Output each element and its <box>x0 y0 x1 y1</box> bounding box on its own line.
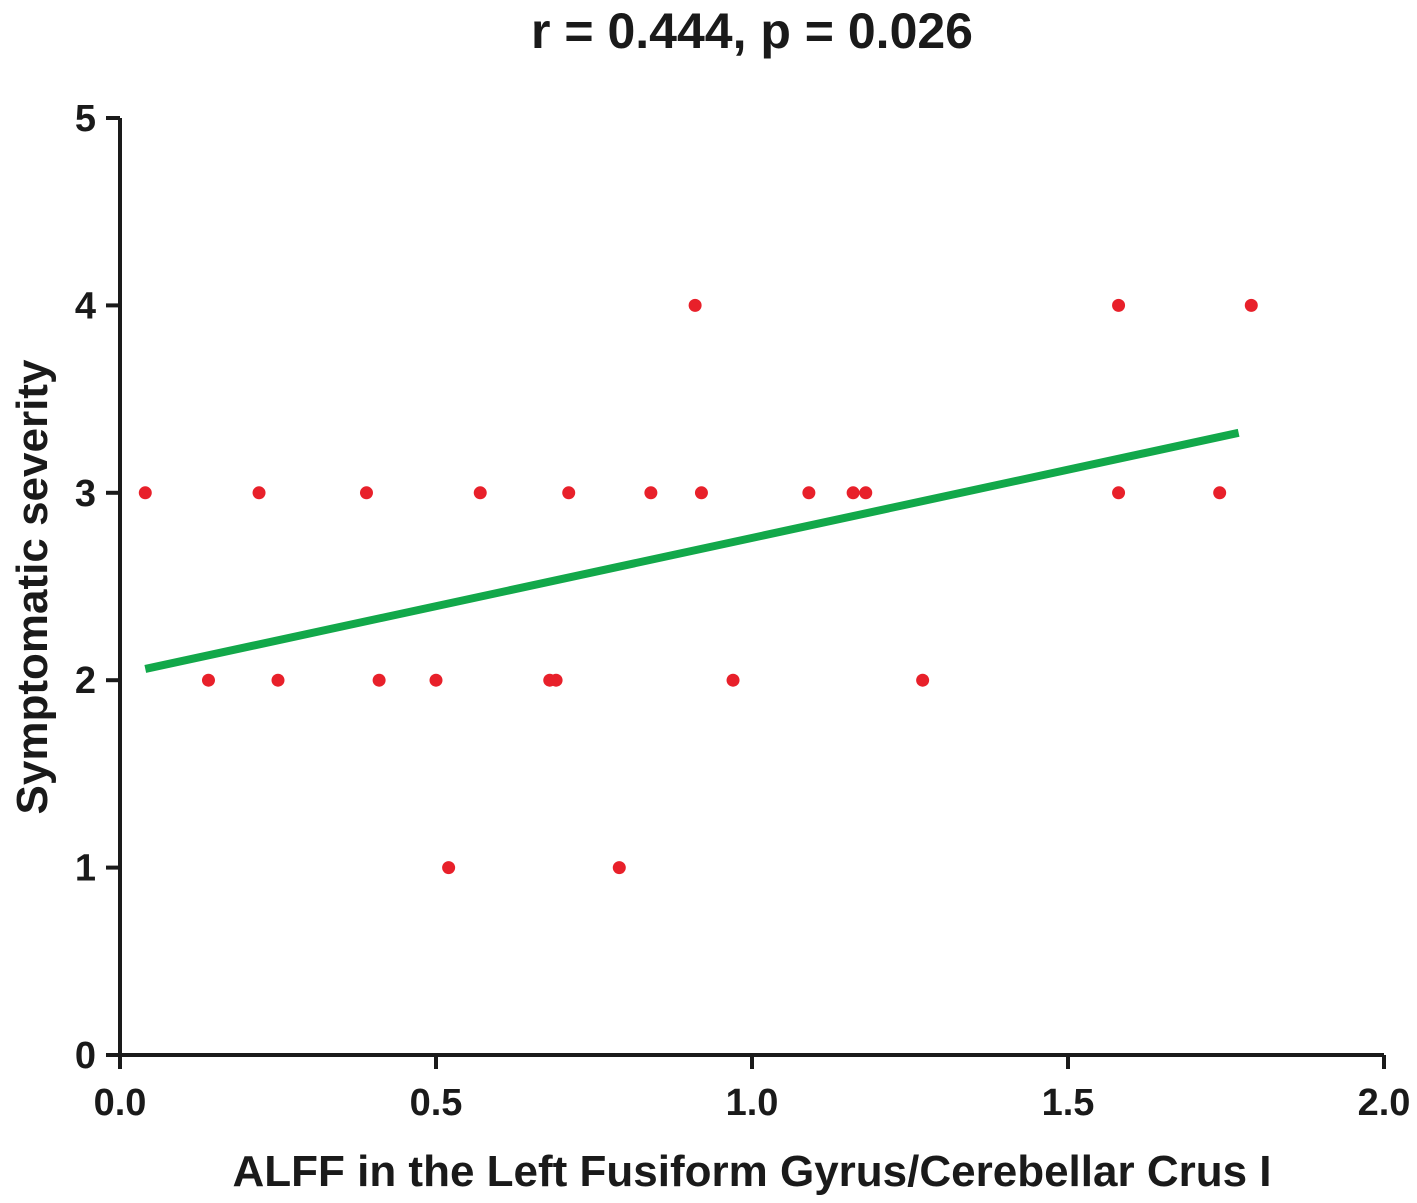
data-point <box>1112 486 1126 500</box>
y-tick-label: 2 <box>75 660 96 702</box>
y-tick-label: 1 <box>75 848 96 890</box>
x-tick-label: 1.5 <box>1042 1082 1095 1124</box>
data-point <box>138 486 152 500</box>
data-point <box>916 673 930 687</box>
data-point <box>726 673 740 687</box>
data-point <box>442 861 456 875</box>
data-point <box>688 298 702 312</box>
data-point <box>473 486 487 500</box>
y-tick-label: 5 <box>75 98 96 140</box>
x-tick-label: 2.0 <box>1358 1082 1411 1124</box>
data-point <box>859 486 873 500</box>
x-tick-label: 0.0 <box>94 1082 147 1124</box>
data-point <box>644 486 658 500</box>
data-point <box>372 673 386 687</box>
y-tick-label: 4 <box>75 285 96 327</box>
data-point <box>1112 298 1126 312</box>
data-point <box>802 486 816 500</box>
data-point <box>429 673 443 687</box>
plot-area <box>138 298 1258 875</box>
data-point <box>562 486 576 500</box>
data-point <box>252 486 266 500</box>
x-tick-label: 0.5 <box>410 1082 463 1124</box>
y-ticks: 0 1 2 3 4 5 <box>75 98 120 1077</box>
data-point <box>846 486 860 500</box>
y-tick-label: 3 <box>75 473 96 515</box>
y-tick-label: 0 <box>75 1035 96 1077</box>
y-axis-label: Symptomatic severity <box>8 359 57 814</box>
data-point <box>1244 298 1258 312</box>
x-tick-label: 1.0 <box>726 1082 779 1124</box>
x-ticks: 0.0 0.5 1.0 1.5 2.0 <box>94 1055 1411 1124</box>
data-point <box>271 673 285 687</box>
data-point <box>1213 486 1227 500</box>
x-axis-label: ALFF in the Left Fusiform Gyrus/Cerebell… <box>232 1147 1271 1196</box>
data-point <box>549 673 563 687</box>
data-point <box>612 861 626 875</box>
regression-line <box>144 428 1240 673</box>
data-point <box>359 486 373 500</box>
data-point <box>201 673 215 687</box>
chart-title: r = 0.444, p = 0.026 <box>531 3 973 59</box>
data-point <box>694 486 708 500</box>
